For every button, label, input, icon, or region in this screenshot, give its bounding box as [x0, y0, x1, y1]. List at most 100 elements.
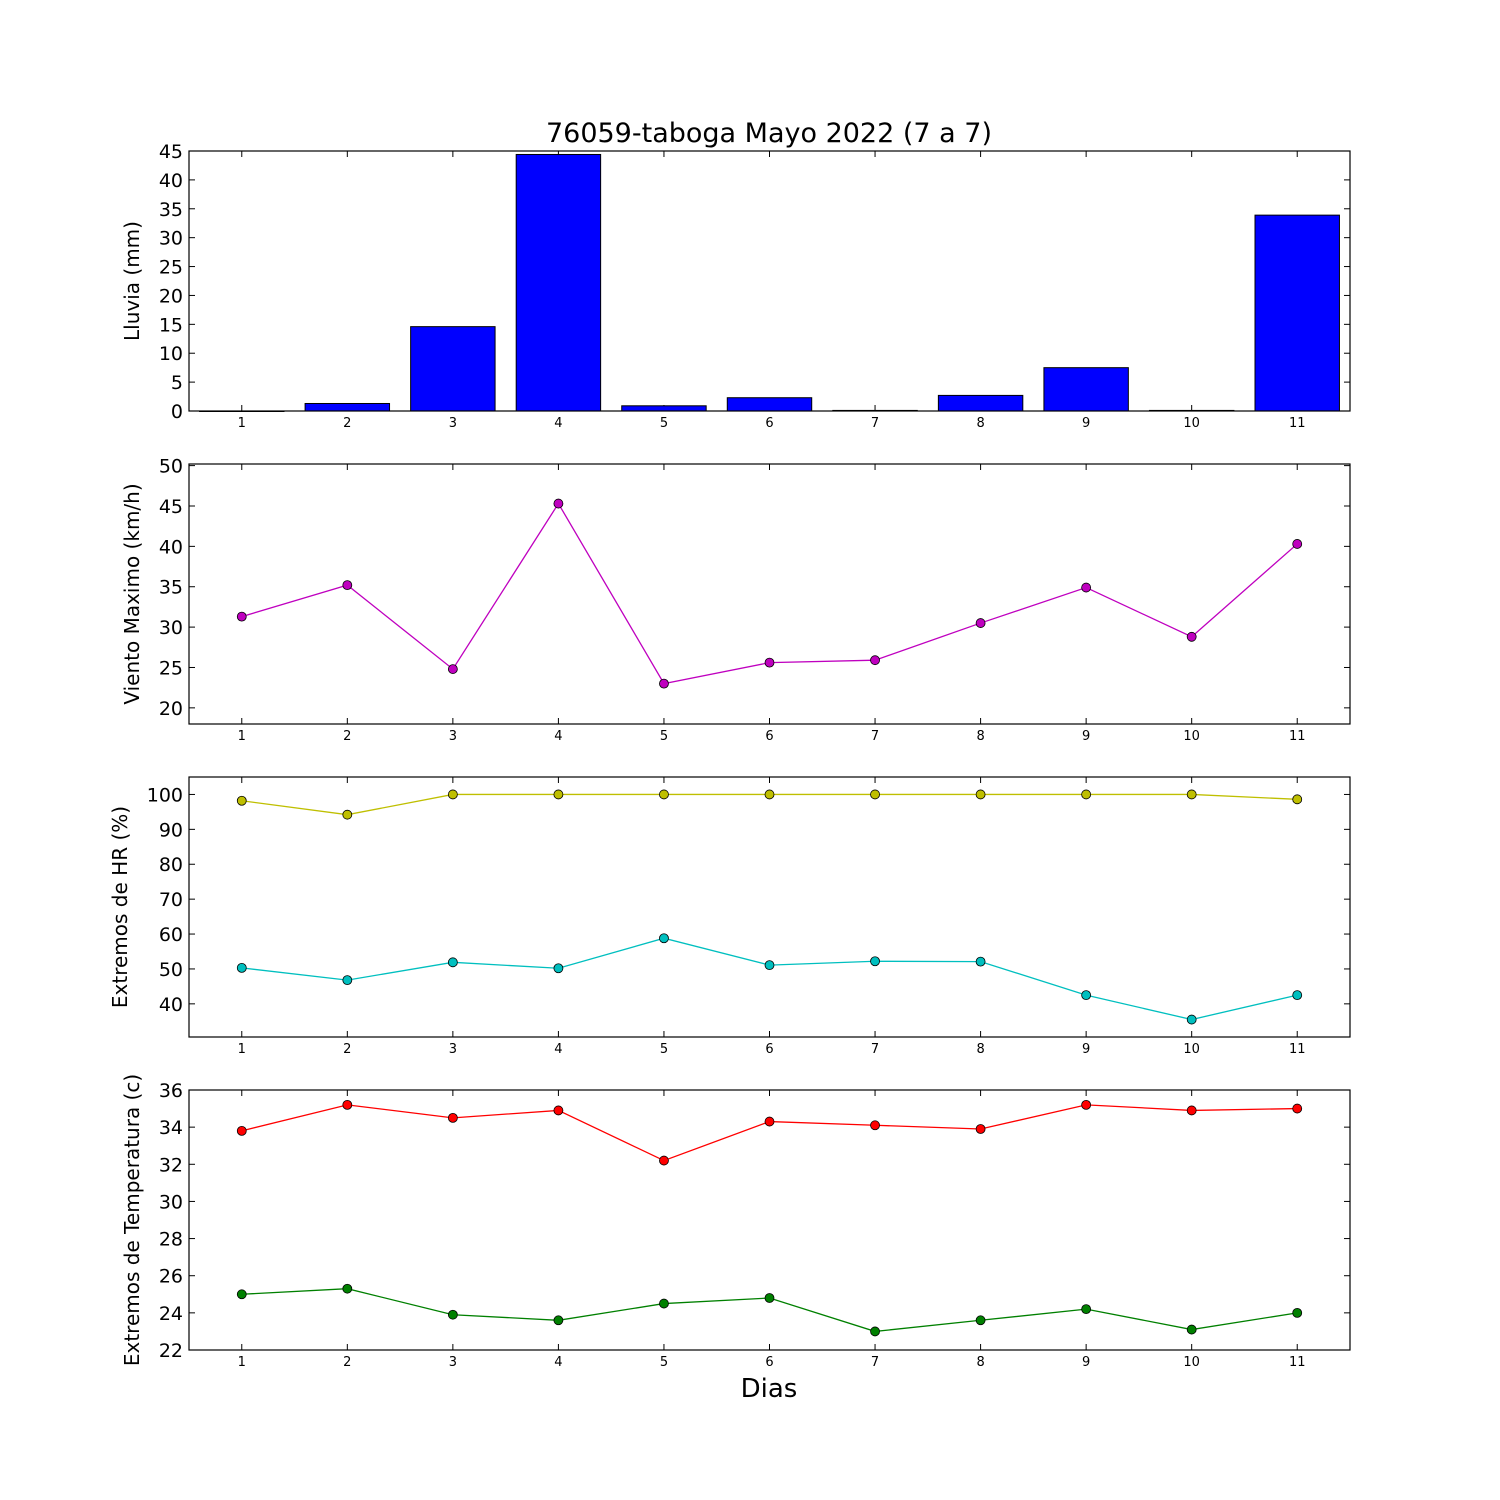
x-tick-label: 9 [1082, 416, 1090, 431]
y-tick-label: 5 [171, 372, 183, 394]
x-tick-label: 10 [1183, 416, 1200, 431]
bar [621, 405, 707, 412]
x-tick-label: 10 [1183, 1042, 1200, 1057]
x-tick-label: 8 [976, 416, 984, 431]
x-tick-label: 4 [554, 416, 562, 431]
y-tick-label: 35 [159, 577, 183, 599]
data-point [1292, 539, 1303, 549]
data-point [659, 1298, 669, 1309]
x-tick-label: 7 [871, 729, 879, 744]
data-point [447, 957, 458, 968]
x-tick-label: 6 [765, 1042, 773, 1057]
x-tick-label: 3 [449, 1042, 457, 1057]
data-point [342, 1283, 353, 1294]
data-point [1292, 1307, 1303, 1318]
x-axis-label: Dias [741, 1374, 798, 1404]
axes-frame [188, 1089, 1351, 1351]
x-tick-label: 9 [1082, 729, 1090, 744]
data-point [1292, 990, 1303, 1001]
x-tick-label: 1 [238, 1042, 246, 1057]
data-point [975, 1315, 986, 1326]
data-point [1186, 1105, 1197, 1116]
data-point [870, 956, 880, 967]
data-point [975, 618, 986, 628]
data-point [447, 1112, 458, 1123]
y-tick-label: 45 [159, 141, 183, 163]
y-tick-label: 25 [159, 257, 183, 279]
x-tick-label: 9 [1082, 1355, 1090, 1370]
data-point [447, 664, 458, 674]
y-tick-label: 90 [159, 819, 183, 841]
y-tick-label: 28 [159, 1229, 183, 1251]
bar [304, 402, 391, 412]
y-tick-label: 25 [159, 657, 183, 679]
data-point [764, 657, 775, 668]
data-point [1081, 1099, 1092, 1110]
y-tick-label: 80 [159, 854, 183, 876]
x-tick-label: 5 [660, 416, 668, 431]
y-axis-label: Extremos de Temperatura (c) [120, 1074, 144, 1366]
y-axis-label: Extremos de HR (%) [108, 806, 132, 1008]
data-point [1186, 789, 1197, 800]
y-tick-label: 45 [159, 496, 183, 518]
x-tick-label: 8 [976, 729, 984, 744]
axes-frame [188, 150, 1351, 412]
data-point [975, 1124, 986, 1134]
data-point [870, 655, 880, 666]
subplot-3: 40 50 60 70 80 90 100 1 2 3 4 5 6 7 8 9 10 11 Extremos de … [108, 776, 1351, 1057]
y-tick-label: 50 [159, 959, 183, 981]
data-point [659, 933, 669, 944]
x-tick-label: 6 [765, 1355, 773, 1370]
data-point [870, 1120, 880, 1131]
x-tick-label: 5 [660, 1042, 668, 1057]
data-point [975, 789, 986, 800]
data-point [1081, 990, 1092, 1001]
x-tick-label: 1 [238, 416, 246, 431]
x-tick-label: 3 [449, 416, 457, 431]
data-point [342, 809, 353, 820]
y-tick-label: 30 [159, 617, 183, 639]
x-tick-label: 2 [343, 729, 351, 744]
data-point [1292, 794, 1303, 805]
x-tick-label: 8 [976, 1042, 984, 1057]
axes-frame [188, 776, 1351, 1038]
data-point [236, 1289, 247, 1300]
data-point [764, 789, 775, 800]
data-point [342, 580, 353, 591]
data-point [553, 1315, 564, 1326]
data-point [236, 1125, 247, 1136]
bar [515, 153, 602, 412]
y-tick-label: 100 [147, 784, 183, 806]
x-tick-label: 6 [765, 416, 773, 431]
data-point [870, 1326, 880, 1337]
x-tick-label: 7 [871, 1355, 879, 1370]
data-point [553, 498, 564, 509]
x-tick-label: 7 [871, 1042, 879, 1057]
x-tick-label: 5 [660, 1355, 668, 1370]
x-tick-label: 11 [1289, 1355, 1306, 1370]
y-tick-label: 22 [159, 1340, 183, 1362]
y-tick-label: 50 [159, 456, 183, 478]
data-point [764, 1116, 775, 1127]
data-point [342, 1099, 353, 1110]
x-tick-label: 8 [976, 1355, 984, 1370]
y-tick-label: 36 [159, 1080, 183, 1102]
x-tick-label: 6 [765, 729, 773, 744]
x-tick-label: 4 [554, 1355, 562, 1370]
bar [937, 394, 1024, 412]
data-point [1292, 1103, 1303, 1114]
bar [726, 397, 813, 412]
y-tick-label: 0 [171, 401, 183, 423]
x-tick-label: 5 [660, 729, 668, 744]
y-tick-label: 34 [159, 1117, 183, 1139]
data-point [447, 1309, 458, 1320]
data-point [1081, 1304, 1092, 1315]
bar [1043, 367, 1129, 412]
y-tick-label: 60 [159, 924, 183, 946]
data-point [342, 975, 353, 986]
x-tick-label: 10 [1183, 1355, 1200, 1370]
